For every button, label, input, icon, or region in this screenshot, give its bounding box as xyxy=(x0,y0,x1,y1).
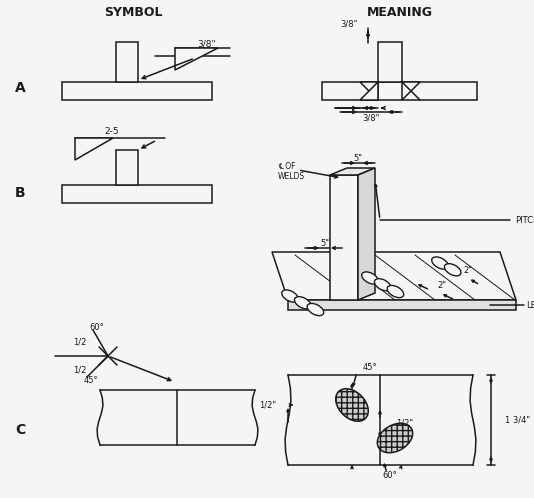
Ellipse shape xyxy=(307,303,324,316)
Text: MEANING: MEANING xyxy=(367,5,433,18)
Polygon shape xyxy=(175,48,218,70)
Text: B: B xyxy=(15,186,25,200)
Bar xyxy=(322,82,477,100)
Ellipse shape xyxy=(294,297,311,309)
Polygon shape xyxy=(358,168,375,300)
Ellipse shape xyxy=(444,263,461,276)
Text: 1/2": 1/2" xyxy=(259,400,276,409)
Text: 1 3/4": 1 3/4" xyxy=(505,415,530,424)
Polygon shape xyxy=(330,168,375,175)
Text: A: A xyxy=(14,81,26,95)
Ellipse shape xyxy=(362,272,378,284)
Text: 1/2: 1/2 xyxy=(73,338,86,347)
Bar xyxy=(62,82,212,100)
Polygon shape xyxy=(272,252,516,300)
Text: 3/8": 3/8" xyxy=(341,19,358,28)
Ellipse shape xyxy=(431,257,448,269)
Bar xyxy=(116,42,138,82)
Text: 3/8": 3/8" xyxy=(198,39,216,48)
Polygon shape xyxy=(288,300,516,310)
Text: ℄ OF
WELDS: ℄ OF WELDS xyxy=(278,162,305,181)
Bar xyxy=(116,150,138,185)
Text: C: C xyxy=(15,423,25,437)
Ellipse shape xyxy=(282,290,299,302)
Text: LENGTH: LENGTH xyxy=(526,300,534,309)
Ellipse shape xyxy=(387,285,404,298)
Bar xyxy=(378,42,402,82)
Ellipse shape xyxy=(374,279,391,291)
Polygon shape xyxy=(402,82,420,100)
Text: 2": 2" xyxy=(437,280,446,289)
Text: 5": 5" xyxy=(354,153,363,162)
Bar xyxy=(62,185,212,203)
Polygon shape xyxy=(360,82,378,100)
Text: 45°: 45° xyxy=(83,375,98,385)
Polygon shape xyxy=(360,82,378,100)
Ellipse shape xyxy=(336,389,368,421)
Text: 60°: 60° xyxy=(90,323,104,332)
Text: 60°: 60° xyxy=(383,471,397,480)
Text: PITCH: PITCH xyxy=(515,216,534,225)
Polygon shape xyxy=(75,138,113,160)
Text: 1/2: 1/2 xyxy=(73,366,86,374)
Ellipse shape xyxy=(378,423,413,453)
Text: 45°: 45° xyxy=(363,363,378,372)
Polygon shape xyxy=(330,175,358,300)
Text: 3/8": 3/8" xyxy=(362,114,380,123)
Text: SYMBOL: SYMBOL xyxy=(104,5,162,18)
Text: 1/2": 1/2" xyxy=(396,418,413,427)
Polygon shape xyxy=(402,82,420,100)
Text: 2": 2" xyxy=(464,265,473,274)
Text: 5": 5" xyxy=(320,239,329,248)
Text: 2-5: 2-5 xyxy=(105,126,119,135)
